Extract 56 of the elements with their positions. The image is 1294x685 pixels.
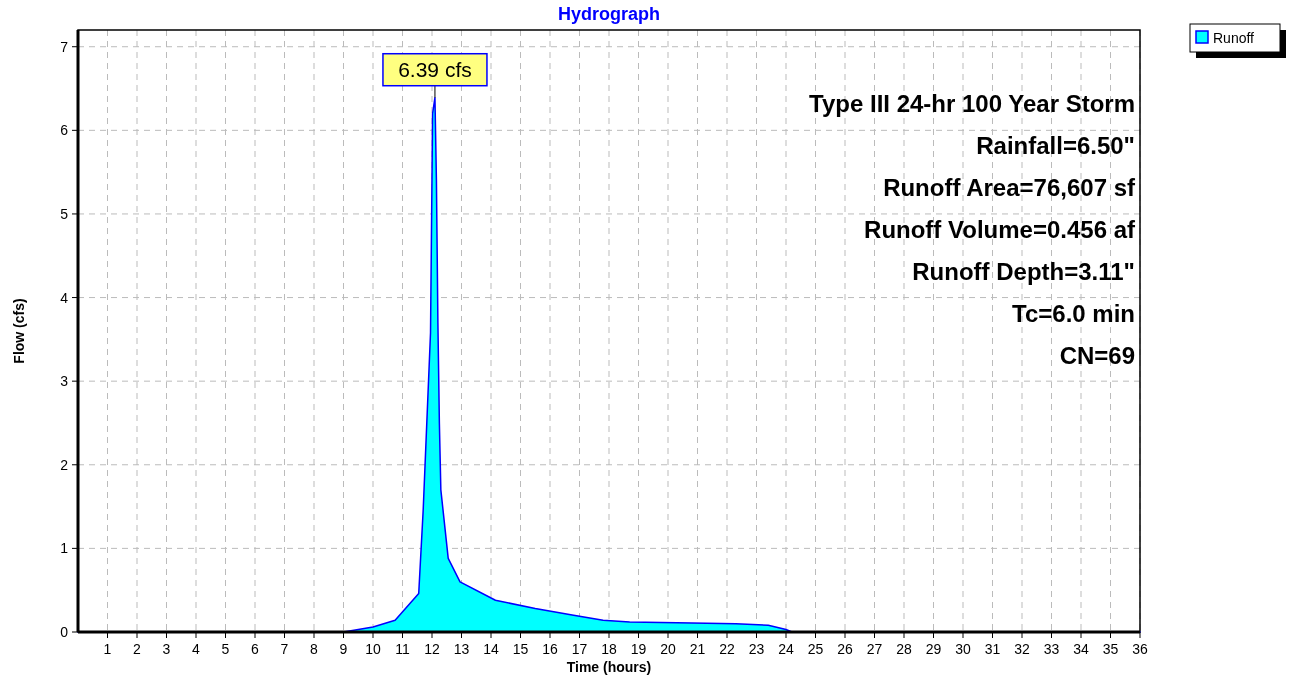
x-tick-label: 22 xyxy=(719,641,735,657)
x-axis-title: Time (hours) xyxy=(566,659,652,675)
x-tick-label: 1 xyxy=(103,641,112,657)
x-tick-label: 27 xyxy=(866,641,883,657)
y-tick-label: 1 xyxy=(60,540,69,557)
x-tick-label: 5 xyxy=(221,641,230,657)
y-tick-label: 0 xyxy=(60,624,69,640)
chart-title: Hydrograph xyxy=(557,4,661,24)
y-tick-label: 6 xyxy=(60,122,69,139)
annotation: Runoff Area=76,607 sf xyxy=(883,174,1136,201)
annotation: CN=69 xyxy=(1059,342,1135,369)
y-tick-label: 2 xyxy=(60,456,69,473)
x-tick-label: 7 xyxy=(280,641,289,657)
y-tick-label: 4 xyxy=(60,289,69,306)
x-tick-label: 26 xyxy=(837,641,853,657)
y-axis-title: Flow (cfs) xyxy=(11,298,27,364)
x-tick-label: 24 xyxy=(778,641,794,657)
x-tick-label: 2 xyxy=(133,641,142,657)
x-tick-label: 9 xyxy=(339,641,348,657)
x-tick-label: 20 xyxy=(660,641,676,657)
x-tick-label: 4 xyxy=(192,641,201,657)
x-tick-label: 36 xyxy=(1132,641,1148,657)
annotation: Rainfall=6.50" xyxy=(976,132,1135,159)
x-tick-label: 11 xyxy=(395,641,410,657)
x-tick-label: 32 xyxy=(1014,641,1030,657)
x-tick-label: 30 xyxy=(955,641,971,657)
x-tick-label: 34 xyxy=(1073,641,1089,657)
legend-label: Runoff xyxy=(1213,30,1255,46)
x-tick-label: 10 xyxy=(365,641,381,657)
y-tick-label: 7 xyxy=(60,38,69,55)
x-tick-label: 18 xyxy=(601,641,617,657)
x-tick-label: 19 xyxy=(630,641,647,657)
x-tick-label: 16 xyxy=(542,641,558,657)
x-tick-label: 14 xyxy=(483,641,499,657)
annotation: Tc=6.0 min xyxy=(1012,300,1135,327)
annotation: 6.39 cfs xyxy=(398,57,472,81)
x-tick-label: 31 xyxy=(984,641,1001,657)
x-tick-label: 6 xyxy=(251,641,260,657)
annotation: Type III 24-hr 100 Year Storm xyxy=(809,90,1135,117)
y-tick-label: 3 xyxy=(60,373,69,390)
x-tick-label: 8 xyxy=(310,641,319,657)
x-tick-label: 35 xyxy=(1102,641,1119,657)
x-tick-label: 28 xyxy=(896,641,912,657)
x-tick-label: 13 xyxy=(453,641,470,657)
x-tick-label: 3 xyxy=(162,641,171,657)
x-tick-label: 12 xyxy=(424,641,440,657)
x-tick-label: 15 xyxy=(512,641,529,657)
x-tick-label: 17 xyxy=(571,641,588,657)
annotation: Runoff Depth=3.11" xyxy=(912,258,1135,285)
x-tick-label: 21 xyxy=(689,641,706,657)
annotation: Runoff Volume=0.456 af xyxy=(864,216,1136,243)
x-tick-label: 33 xyxy=(1043,641,1060,657)
x-tick-label: 29 xyxy=(925,641,942,657)
x-tick-label: 23 xyxy=(748,641,765,657)
x-tick-label: 25 xyxy=(807,641,824,657)
y-tick-label: 5 xyxy=(60,205,69,222)
